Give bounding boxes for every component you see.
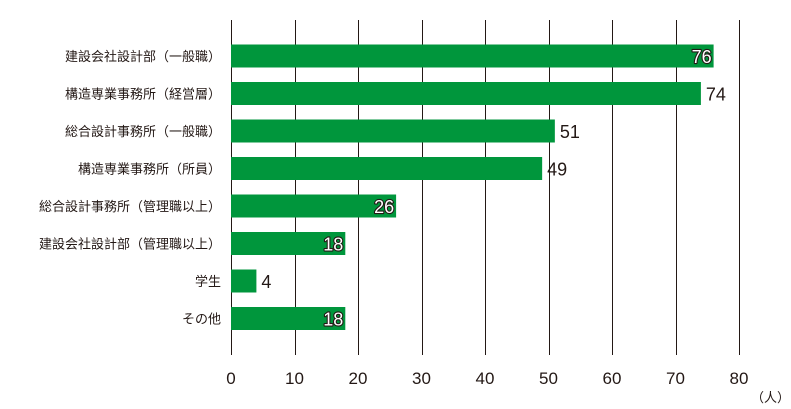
category-label: 構造専業事務所（経営層） (65, 87, 221, 103)
value-label: 18 (323, 235, 343, 255)
bar (231, 82, 701, 105)
value-label: 18 (323, 310, 343, 330)
bar (231, 307, 346, 330)
value-label: 51 (560, 122, 580, 142)
x-tick-label: 40 (476, 369, 495, 388)
category-label: 建設会社設計部（管理職以上） (39, 237, 221, 253)
x-tick-label: 80 (730, 369, 749, 388)
category-label: 学生 (195, 274, 221, 290)
category-label: 建設会社設計部（一般職） (65, 49, 221, 65)
category-label: その他 (182, 313, 221, 328)
value-label: 76 (692, 47, 712, 67)
bar (231, 194, 397, 218)
category-label: 総合設計事務所（一般職） (65, 124, 221, 140)
x-tick-label: 60 (603, 369, 622, 388)
value-label: 26 (374, 197, 394, 217)
bar (231, 232, 346, 255)
value-label: 4 (261, 272, 271, 292)
value-label: 49 (547, 160, 567, 180)
category-label: 構造専業事務所（所員） (78, 162, 221, 178)
bar (231, 119, 555, 143)
x-tick-label: 70 (666, 369, 685, 388)
category-label: 総合設計事務所（管理職以上） (39, 199, 221, 215)
x-tick-label: 0 (226, 369, 235, 388)
bar (231, 157, 543, 180)
bar (231, 44, 714, 68)
x-tick-label: 10 (285, 369, 304, 388)
bar (231, 269, 257, 293)
x-tick-label: 50 (539, 369, 558, 388)
bars (231, 44, 714, 330)
x-tick-labels: 0 10 20 30 40 50 60 70 80 (226, 369, 748, 388)
x-axis-unit-label: （人） (751, 391, 790, 406)
x-tick-label: 30 (412, 369, 431, 388)
gridlines (231, 20, 740, 355)
value-label: 74 (706, 85, 726, 105)
x-tick-label: 20 (349, 369, 368, 388)
value-labels: 76 74 51 49 26 18 4 18 (261, 46, 726, 331)
category-labels: 建設会社設計部（一般職） 構造専業事務所（経営層） 総合設計事務所（一般職） 構造専業… (39, 49, 221, 328)
